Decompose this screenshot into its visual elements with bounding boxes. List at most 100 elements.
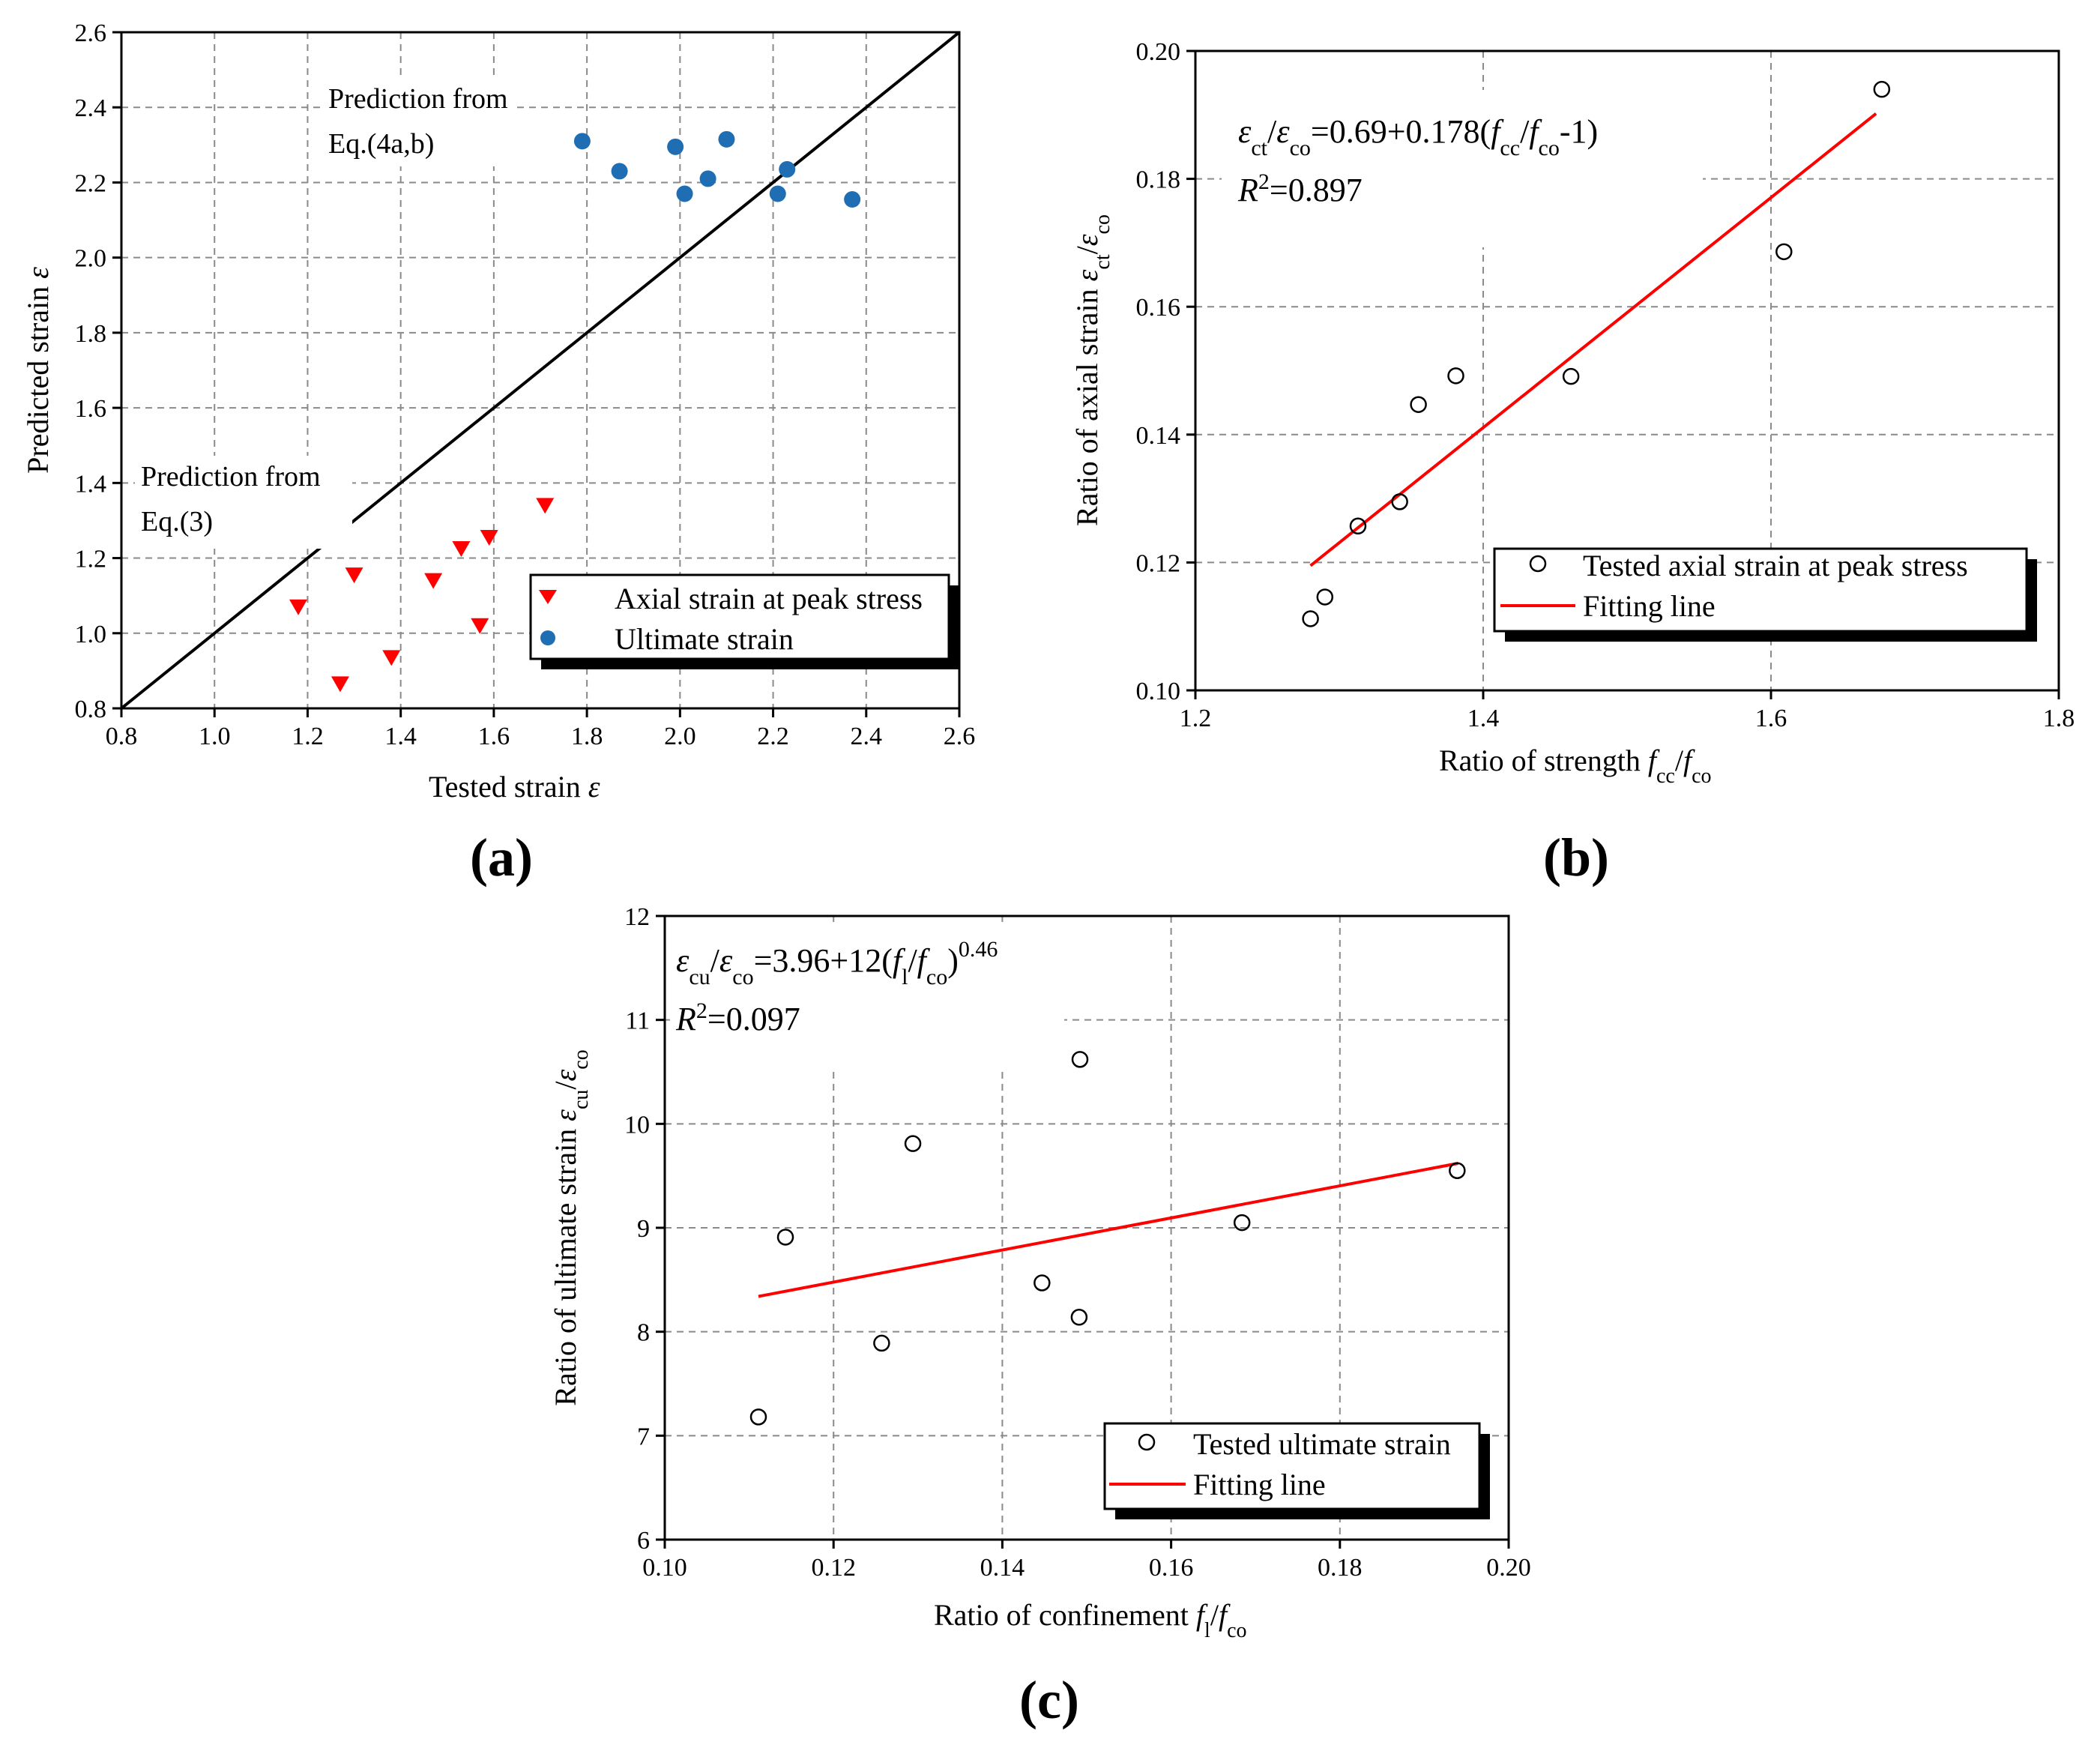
c-y-axis-label: Ratio of ultimate strain εcu/εco [549,1049,593,1405]
a-series1-point-3 [676,185,693,202]
a-series1-point-5 [718,130,735,148]
c-fitting-line [758,1162,1458,1298]
a-series0-point-1 [331,676,349,693]
a-annotation-eq3-line2: Eq.(3) [141,506,213,537]
a-legend-label-peak: Axial strain at peak stress [615,582,923,615]
b-series0-point-1 [1316,588,1334,606]
c-y-tick-label-0: 6 [637,1527,650,1555]
a-legend: Axial strain at peak stress Ultimate str… [529,573,959,669]
b-x-tick-label-3: 1.8 [2043,705,2075,732]
a-x-tick-label-2: 1.2 [292,723,324,750]
a-series1-point-8 [844,190,861,208]
b-x-axis-label: Ratio of strength fcc/fco [1439,744,1712,788]
c-y-tick-label-5: 11 [625,1007,650,1035]
a-series0-point-7 [480,529,498,546]
b-x-tick-label-2: 1.6 [1755,705,1787,732]
b-series0-point-5 [1447,367,1464,385]
a-points [289,130,861,693]
a-annotation-eq3: Prediction from Eq.(3) [135,456,352,549]
b-r-squared: R2=0.897 [1237,169,1363,209]
a-series1-point-7 [779,160,796,178]
c-series0-point-3 [904,1135,922,1152]
b-series0-point-4 [1410,396,1427,413]
b-y-tick-label-0: 0.10 [1136,678,1181,705]
panel-label-a: (a) [470,828,533,887]
panel-label-b: (b) [1543,828,1609,887]
b-y-tick-label-5: 0.20 [1136,38,1181,66]
a-y-tick-label-0: 0.8 [75,696,107,723]
c-legend-open-circle-marker [1138,1433,1156,1451]
c-x-tick-label-4: 0.18 [1318,1554,1363,1582]
a-legend-label-ultimate: Ultimate strain [615,622,794,656]
b-y-tick-label-2: 0.14 [1136,422,1181,450]
b-y-axis-label: Ratio of axial strain εct/εco [1070,214,1114,526]
a-series1-point-0 [573,133,591,150]
c-x-tick-label-5: 0.20 [1486,1554,1531,1582]
b-legend-label-fit: Fitting line [1583,589,1716,623]
a-y-tick-label-5: 1.8 [75,320,107,348]
c-y-tick-label-2: 8 [637,1319,650,1347]
b-legend: Tested axial strain at peak stress Fitti… [1493,547,2037,642]
c-equation: εcu/εco=3.96+12(fl/fco)0.46 [676,937,998,989]
b-series0-point-6 [1562,367,1580,385]
a-x-tick-label-6: 2.0 [664,723,696,750]
a-x-tick-label-4: 1.6 [478,723,510,750]
c-r-squared: R2=0.097 [675,998,800,1038]
a-x-tick-label-9: 2.6 [944,723,976,750]
a-series0-point-6 [471,618,489,634]
b-series0-point-0 [1302,610,1319,627]
b-legend-open-circle-marker [1529,555,1547,573]
c-series0-point-7 [1233,1214,1251,1232]
c-series0-point-5 [1070,1309,1088,1326]
a-y-tick-label-8: 2.4 [75,94,107,122]
c-series0-point-4 [1034,1274,1051,1292]
a-y-tick-label-7: 2.2 [75,169,107,197]
c-y-tick-label-3: 9 [637,1215,650,1243]
a-reference-line [120,31,961,710]
b-equation: εct/εco=0.69+0.178(fcc/fco-1) [1238,113,1598,160]
c-legend: Tested ultimate strain Fitting line [1103,1422,1490,1519]
a-x-tick-label-7: 2.2 [757,723,789,750]
c-series0-point-6 [1071,1051,1089,1068]
a-x-tick-label-8: 2.4 [851,723,883,750]
c-legend-label-fit: Fitting line [1193,1468,1326,1501]
a-series0-point-0 [289,599,308,615]
a-x-tick-label-5: 1.8 [571,723,603,750]
c-x-tick-label-3: 0.16 [1149,1554,1194,1582]
a-y-tick-label-3: 1.4 [75,470,107,498]
b-x-tick-label-1: 1.4 [1467,705,1500,732]
a-series0-point-5 [452,541,471,558]
c-x-tick-label-2: 0.14 [980,1554,1025,1582]
c-series0-point-2 [873,1334,890,1352]
a-series0-point-8 [536,498,555,514]
a-series1-point-1 [611,163,628,180]
a-ticks: 0.8 1.0 1.2 1.4 1.6 1.8 2.0 2.2 2.4 2.6 0.8 1.0 1.2 1… [75,19,976,750]
c-plot-frame [663,914,1510,1541]
a-series1-point-6 [769,185,786,202]
a-x-tick-label-0: 0.8 [106,723,138,750]
panel-a: Prediction from Eq.(4a,b) Prediction fro… [21,19,975,887]
a-y-tick-label-1: 1.0 [75,621,107,648]
b-x-tick-label-0: 1.2 [1180,705,1212,732]
c-ticks: 0.10 0.12 0.14 0.16 0.18 0.20 6 7 8 9 10 11 12 [624,903,1531,1582]
a-series0-point-4 [424,573,443,589]
c-y-tick-label-4: 10 [624,1111,650,1139]
a-annotation-eq4: Prediction from Eq.(4a,b) [321,78,517,166]
a-x-tick-label-1: 1.0 [199,723,231,750]
a-x-tick-label-3: 1.4 [384,723,417,750]
c-y-tick-label-1: 7 [637,1423,650,1450]
c-y-tick-label-6: 12 [624,903,650,931]
c-legend-label-tested: Tested ultimate strain [1193,1427,1451,1461]
a-legend-circle-marker [540,630,555,645]
b-plot-frame [1194,49,2060,692]
c-series0-point-0 [749,1408,767,1426]
b-series0-point-8 [1873,80,1891,98]
a-series0-point-2 [345,567,363,584]
c-series0-point-8 [1449,1162,1466,1179]
a-legend-triangle-marker [539,590,557,604]
b-y-tick-label-3: 0.16 [1136,294,1181,322]
c-series0-point-1 [776,1229,794,1246]
panel-b: εct/εco=0.69+0.178(fcc/fco-1) R2=0.897 1… [1070,38,2075,887]
a-series1-point-4 [699,170,716,187]
a-annotation-eq4-line1: Prediction from [328,83,508,115]
